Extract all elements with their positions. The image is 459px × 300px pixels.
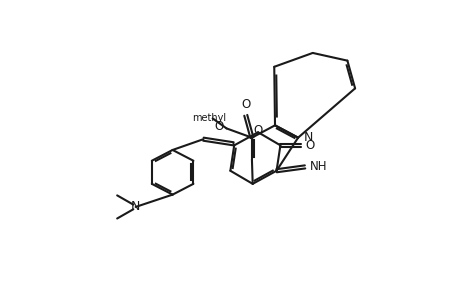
Text: O: O (214, 120, 223, 134)
Text: methyl: methyl (192, 113, 226, 123)
Text: O: O (305, 139, 314, 152)
Text: NH: NH (309, 160, 326, 173)
Text: O: O (241, 98, 250, 112)
Text: N: N (131, 200, 140, 213)
Text: N: N (303, 131, 312, 144)
Text: O: O (253, 124, 262, 137)
